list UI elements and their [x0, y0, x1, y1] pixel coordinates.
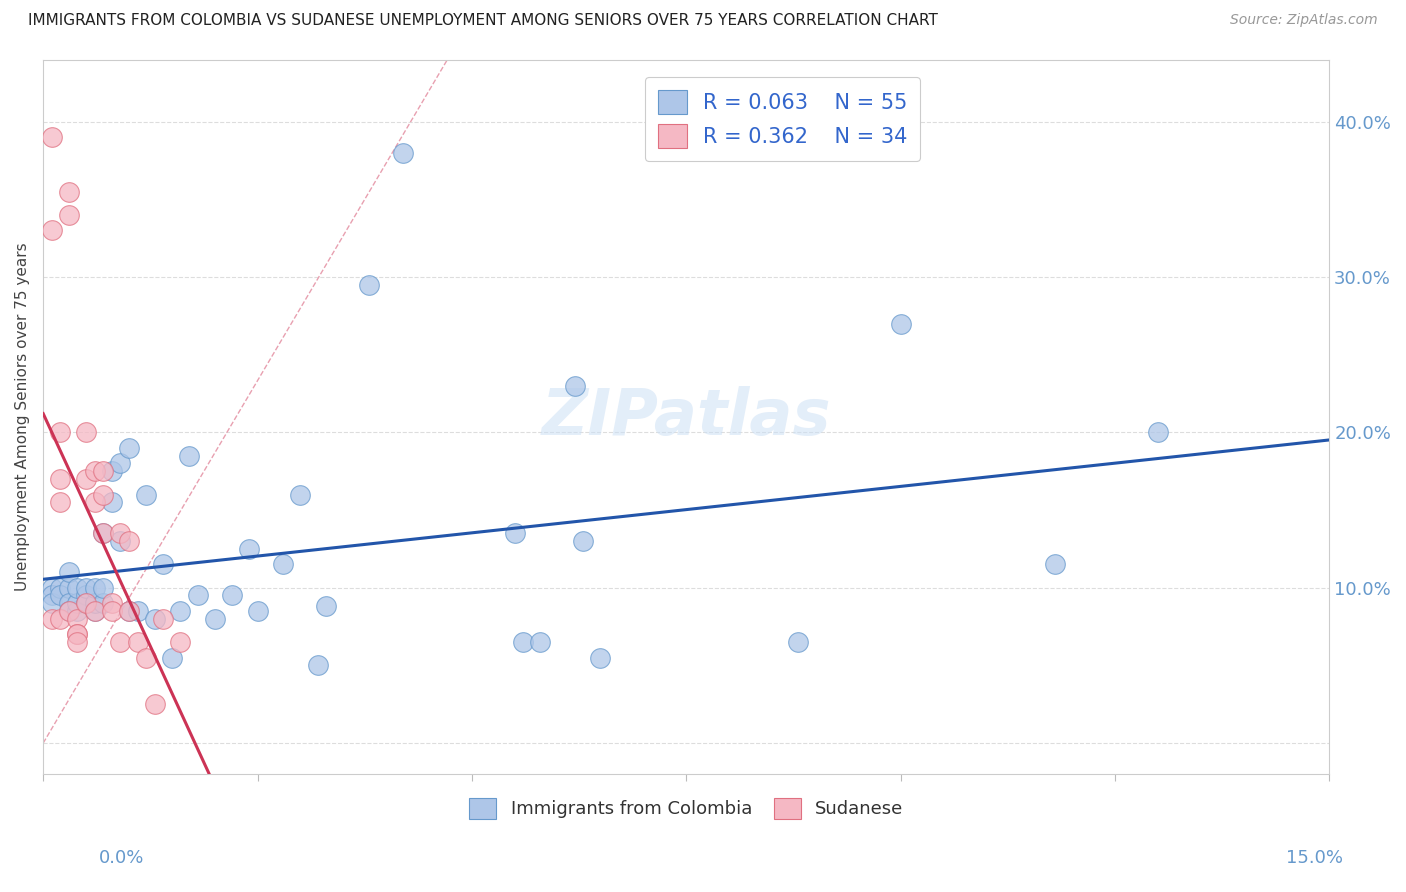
Point [512, 635, 534, 649]
Point [75, 425, 97, 440]
Point [58, 604, 80, 618]
Point [315, 599, 337, 614]
Point [101, 596, 124, 610]
Point [160, 650, 183, 665]
Point [58, 185, 80, 199]
Point [66, 627, 89, 641]
Point [127, 604, 149, 618]
Text: 0.0%: 0.0% [98, 849, 143, 867]
Point [83, 581, 105, 595]
Text: 15.0%: 15.0% [1285, 849, 1343, 867]
Point [66, 604, 89, 618]
Point [58, 596, 80, 610]
Text: IMMIGRANTS FROM COLOMBIA VS SUDANESE UNEMPLOYMENT AMONG SENIORS OVER 75 YEARS CO: IMMIGRANTS FROM COLOMBIA VS SUDANESE UNE… [28, 13, 938, 29]
Point [503, 526, 526, 541]
Point [75, 589, 97, 603]
Point [66, 581, 89, 595]
Point [41, 130, 63, 145]
Point [118, 441, 141, 455]
Point [152, 558, 174, 572]
Point [49, 425, 72, 440]
Point [143, 612, 166, 626]
Point [58, 565, 80, 579]
Point [91, 596, 114, 610]
Point [101, 604, 124, 618]
Point [169, 635, 191, 649]
Point [238, 541, 260, 556]
Point [589, 650, 612, 665]
Point [58, 208, 80, 222]
Point [91, 581, 114, 595]
Point [110, 526, 132, 541]
Point [66, 635, 89, 649]
Point [41, 596, 63, 610]
Point [83, 604, 105, 618]
Legend: Immigrants from Colombia, Sudanese: Immigrants from Colombia, Sudanese [461, 790, 911, 826]
Point [118, 604, 141, 618]
Point [143, 697, 166, 711]
Point [127, 635, 149, 649]
Point [1146, 425, 1168, 440]
Point [890, 317, 912, 331]
Y-axis label: Unemployment Among Seniors over 75 years: Unemployment Among Seniors over 75 years [15, 243, 30, 591]
Point [290, 487, 312, 501]
Point [91, 464, 114, 478]
Point [357, 277, 380, 292]
Point [118, 534, 141, 549]
Point [41, 612, 63, 626]
Point [66, 612, 89, 626]
Point [91, 487, 114, 501]
Point [75, 596, 97, 610]
Point [49, 589, 72, 603]
Point [75, 596, 97, 610]
Point [186, 589, 208, 603]
Point [91, 526, 114, 541]
Point [135, 487, 157, 501]
Point [49, 472, 72, 486]
Point [41, 223, 63, 237]
Text: Source: ZipAtlas.com: Source: ZipAtlas.com [1230, 13, 1378, 28]
Text: ZIPatlas: ZIPatlas [541, 386, 831, 448]
Point [1043, 558, 1066, 572]
Point [392, 145, 415, 160]
Point [58, 581, 80, 595]
Point [49, 495, 72, 509]
Point [66, 627, 89, 641]
Point [83, 596, 105, 610]
Point [135, 650, 157, 665]
Point [271, 558, 294, 572]
Point [75, 581, 97, 595]
Point [177, 449, 200, 463]
Point [49, 612, 72, 626]
Point [110, 534, 132, 549]
Point [246, 604, 269, 618]
Point [221, 589, 243, 603]
Point [529, 635, 551, 649]
Point [83, 495, 105, 509]
Point [75, 472, 97, 486]
Point [110, 635, 132, 649]
Point [83, 464, 105, 478]
Point [152, 612, 174, 626]
Point [110, 457, 132, 471]
Point [41, 589, 63, 603]
Point [101, 464, 124, 478]
Point [204, 612, 226, 626]
Point [91, 526, 114, 541]
Point [49, 581, 72, 595]
Point [118, 604, 141, 618]
Point [169, 604, 191, 618]
Point [41, 581, 63, 595]
Point [101, 495, 124, 509]
Point [58, 604, 80, 618]
Point [66, 596, 89, 610]
Point [564, 379, 586, 393]
Point [786, 635, 808, 649]
Point [83, 604, 105, 618]
Point [307, 658, 329, 673]
Point [572, 534, 595, 549]
